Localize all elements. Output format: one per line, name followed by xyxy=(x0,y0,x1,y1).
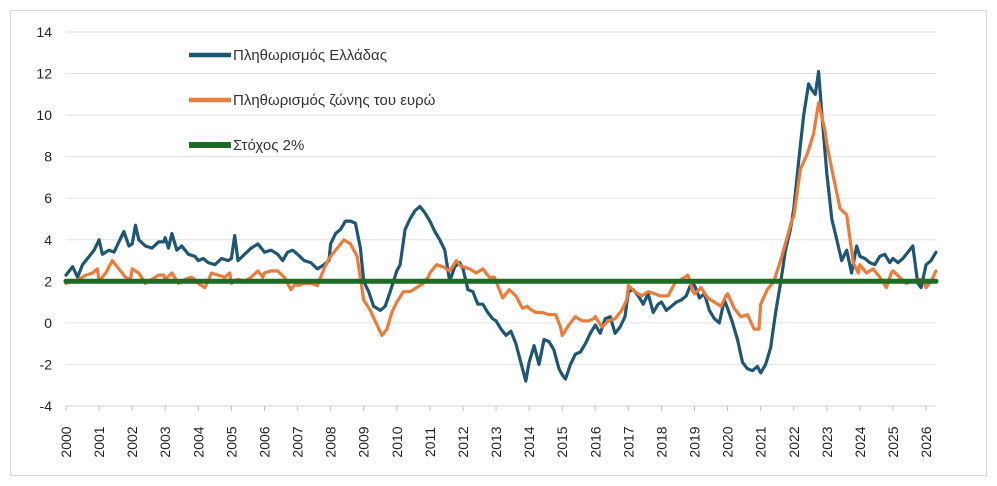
x-tick-label: 2014 xyxy=(521,426,537,457)
legend: Πληθωρισμός Ελλάδας Πληθωρισμός ζώνης του… xyxy=(189,47,436,154)
legend-item-target: Στόχος 2% xyxy=(189,137,304,154)
x-tick-label: 2004 xyxy=(190,426,206,457)
x-axis: 2000 2001 2002 2003 2004 2005 2006 2007 2008 2009… xyxy=(58,405,936,458)
legend-label: Πληθωρισμός ζώνης του ευρώ xyxy=(233,92,436,109)
x-tick-label: 2006 xyxy=(256,426,272,457)
line-chart: -4 -2 0 2 4 6 8 10 12 14 2000 2001 2002 2003 2004 2005… xyxy=(36,24,939,458)
x-tick-label: 2025 xyxy=(885,426,901,457)
y-tick-label: 4 xyxy=(44,232,52,248)
x-tick-label: 2023 xyxy=(819,426,835,457)
x-tick-label: 2021 xyxy=(753,426,769,457)
x-tick-label: 2005 xyxy=(223,426,239,457)
y-tick-label: 12 xyxy=(36,66,52,82)
x-tick-label: 2019 xyxy=(687,426,703,457)
series-lines xyxy=(63,69,939,383)
legend-label: Στόχος 2% xyxy=(233,137,304,154)
x-tick-label: 2002 xyxy=(124,426,140,457)
y-tick-label: 14 xyxy=(36,24,52,40)
x-tick-label: 2013 xyxy=(488,426,504,457)
x-tick-label: 2011 xyxy=(422,427,438,457)
x-tick-label: 2015 xyxy=(554,426,570,457)
x-tick-label: 2008 xyxy=(323,426,339,457)
x-tick-label: 2017 xyxy=(620,426,636,457)
x-tick-label: 2000 xyxy=(58,426,74,457)
legend-label: Πληθωρισμός Ελλάδας xyxy=(233,47,387,64)
chart-frame: -4 -2 0 2 4 6 8 10 12 14 2000 2001 2002 2003 2004 2005… xyxy=(10,10,987,476)
x-tick-label: 2012 xyxy=(455,426,471,457)
y-tick-label: 6 xyxy=(44,190,52,206)
x-tick-label: 2007 xyxy=(290,426,306,457)
y-tick-label: 10 xyxy=(36,107,52,123)
y-axis: -4 -2 0 2 4 6 8 10 12 14 xyxy=(36,24,52,414)
y-tick-label: 0 xyxy=(44,315,52,331)
x-tick-label: 2018 xyxy=(653,426,669,457)
x-tick-label: 2026 xyxy=(918,426,934,457)
x-tick-label: 2024 xyxy=(852,426,868,457)
x-tick-label: 2009 xyxy=(356,426,372,457)
gridlines xyxy=(66,31,936,407)
y-tick-label: 2 xyxy=(44,273,52,289)
series-line-greece xyxy=(64,69,938,383)
legend-item-eurozone: Πληθωρισμός ζώνης του ευρώ xyxy=(189,92,436,109)
x-tick-label: 2003 xyxy=(157,426,173,457)
x-tick-label: 2001 xyxy=(91,426,107,457)
x-tick-label: 2010 xyxy=(389,426,405,457)
y-tick-label: -4 xyxy=(40,398,53,414)
legend-item-greece: Πληθωρισμός Ελλάδας xyxy=(189,47,387,64)
y-tick-label: -2 xyxy=(40,356,53,372)
x-tick-label: 2016 xyxy=(587,426,603,457)
y-tick-label: 8 xyxy=(44,149,52,165)
series-line-eurozone xyxy=(64,100,938,337)
x-tick-label: 2020 xyxy=(720,426,736,457)
x-tick-label: 2022 xyxy=(786,426,802,457)
